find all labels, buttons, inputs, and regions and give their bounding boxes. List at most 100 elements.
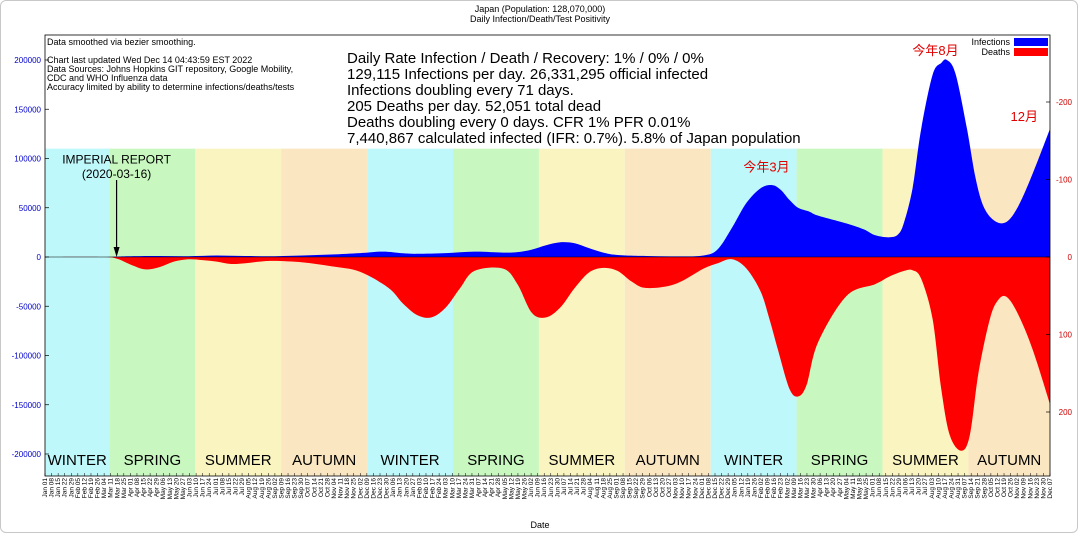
labels: IMPERIAL REPORT(2020-03-16) 今年3月 今年8月 12月 (62, 43, 1038, 257)
right-tick-label-4: 200 (1059, 408, 1073, 417)
x-tick-label-19: May 13 (167, 478, 174, 500)
x-tick-label-133: Jul 20 (916, 478, 923, 496)
season-label-9: SPRING (811, 452, 869, 469)
x-tick-label-33: Aug 19 (259, 478, 266, 499)
season-label-6: SUMMER (549, 452, 616, 469)
x-tick-label-139: Aug 31 (955, 478, 962, 499)
x-tick-label-48: Dec 02 (357, 478, 364, 499)
x-tick-label-69: Apr 28 (495, 478, 502, 498)
x-tick-label-38: Sep 23 (292, 478, 299, 499)
legend-swatch-deaths (1014, 48, 1048, 56)
x-tick-label-16: Apr 22 (147, 478, 154, 498)
series-areas (45, 59, 1050, 451)
x-tick-label-144: Oct 05 (988, 478, 995, 498)
legend-label-deaths: Deaths (981, 47, 1010, 57)
x-tick-label-90: Sep 22 (633, 478, 640, 499)
note-smoothing: Data smoothed via bezier smoothing. (47, 37, 196, 47)
x-tick-label-145: Oct 12 (994, 478, 1001, 498)
x-tick-label-127: Jun 08 (876, 478, 883, 498)
x-tick-label-68: Apr 21 (489, 478, 496, 498)
x-tick-label-63: Mar 17 (456, 478, 463, 499)
x-tick-label-59: Feb 17 (430, 478, 437, 499)
x-tick-label-64: Mar 24 (462, 478, 469, 499)
left-tick-label-2: 100000 (14, 155, 41, 164)
x-tick-label-30: Jul 29 (239, 478, 246, 496)
x-tick-label-23: Jun 10 (193, 478, 200, 498)
x-tick-label-123: May 11 (850, 478, 857, 499)
stat-death-doubling: Deaths doubling every 0 days. CFR 1% PFR… (347, 114, 691, 131)
x-tick-label-110: Feb 09 (765, 478, 772, 499)
x-tick-label-103: Dec 22 (719, 478, 726, 499)
x-tick-label-12: Mar 25 (121, 478, 128, 499)
season-band-2 (195, 148, 282, 476)
x-tick-label-55: Jan 20 (403, 478, 410, 498)
plot-border (44, 34, 1051, 477)
x-tick-label-7: Feb 19 (88, 478, 95, 499)
x-tick-label-91: Sep 29 (640, 478, 647, 499)
x-tick-label-117: Mar 30 (811, 478, 818, 499)
season-label-11: AUTUMN (977, 452, 1041, 469)
x-tick-label-11: Mar 18 (114, 478, 121, 499)
x-tick-label-116: Mar 23 (804, 478, 811, 499)
x-tick-label-62: Mar 10 (449, 478, 456, 499)
x-tick-label-4: Jan 29 (68, 478, 75, 498)
x-tick-label-122: May 04 (843, 478, 850, 500)
x-tick-label-135: Aug 03 (929, 478, 936, 499)
x-tick-label-67: Apr 14 (482, 478, 489, 498)
stat-infections: 129,115 Infections per day. 26,331,295 o… (347, 66, 708, 83)
left-tick-label-7: -150000 (12, 401, 42, 410)
x-tick-label-84: Aug 11 (594, 478, 601, 499)
x-tick-label-98: Nov 17 (686, 478, 693, 499)
x-tick-label-65: Mar 31 (469, 478, 476, 499)
x-tick-label-81: Jul 21 (574, 478, 581, 496)
x-tick-label-149: Nov 09 (1021, 478, 1028, 499)
imperial-report-arrow-head (113, 247, 120, 257)
x-tick-label-58: Feb 10 (423, 478, 430, 499)
x-tick-label-108: Jan 26 (751, 478, 758, 498)
x-tick-label-80: Jul 14 (567, 478, 574, 496)
x-tick-label-104: Dec 29 (725, 478, 732, 499)
x-tick-label-31: Aug 05 (246, 478, 253, 499)
x-tick-label-75: Jun 09 (535, 478, 542, 498)
right-tick-label-3: 100 (1059, 331, 1073, 340)
chart-subtitle: Daily Infection/Death/Test Positivity (470, 14, 611, 24)
x-tick-label-18: May 06 (160, 478, 167, 500)
x-tick-label-119: Apr 13 (824, 478, 831, 498)
x-tick-label-79: Jul 07 (561, 478, 568, 496)
stat-inf-doubling: Infections doubling every 71 days. (347, 82, 574, 99)
x-tick-label-27: Jul 08 (219, 478, 226, 496)
x-tick-label-17: Apr 29 (154, 478, 161, 498)
x-tick-label-71: May 12 (508, 478, 515, 500)
left-tick-label-6: -100000 (12, 352, 42, 361)
x-tick-label-150: Nov 16 (1027, 478, 1034, 499)
x-tick-label-20: May 20 (173, 478, 180, 500)
x-tick-label-105: Jan 05 (732, 478, 739, 498)
x-tick-label-60: Feb 24 (436, 478, 443, 499)
x-tick-label-44: Nov 04 (331, 478, 338, 499)
x-tick-label-26: Jul 01 (213, 478, 220, 496)
chart-title: Japan (Population: 128,070,000) (475, 4, 606, 14)
stat-calculated: 7,440,867 calculated infected (IFR: 0.7%… (347, 130, 801, 147)
x-tick-label-52: Dec 30 (384, 478, 391, 499)
x-tick-label-10: Mar 11 (108, 478, 115, 498)
x-tick-label-137: Aug 17 (942, 478, 949, 499)
x-tick-label-126: Jun 01 (870, 478, 877, 498)
x-tick-label-77: Jun 23 (548, 478, 555, 498)
x-tick-label-148: Nov 02 (1014, 478, 1021, 499)
x-tick-label-70: May 05 (502, 478, 509, 500)
x-tick-label-102: Dec 15 (712, 478, 719, 499)
left-tick-label-8: -200000 (12, 450, 42, 459)
legend: Infections Deaths (971, 37, 1048, 57)
season-band-3 (281, 148, 368, 476)
x-tick-label-37: Sep 16 (285, 478, 292, 499)
x-tick-label-113: Mar 02 (784, 478, 791, 499)
left-tick-label-5: -50000 (16, 302, 41, 311)
annotation-2: 今年3月 (743, 159, 789, 174)
x-tick-label-100: Dec 01 (699, 478, 706, 499)
x-tick-label-6: Feb 12 (81, 478, 88, 499)
legend-swatch-infections (1014, 38, 1048, 46)
x-tick-label-136: Aug 10 (935, 478, 942, 499)
x-tick-label-53: Jan 06 (390, 478, 397, 498)
x-tick-label-51: Dec 23 (377, 478, 384, 499)
